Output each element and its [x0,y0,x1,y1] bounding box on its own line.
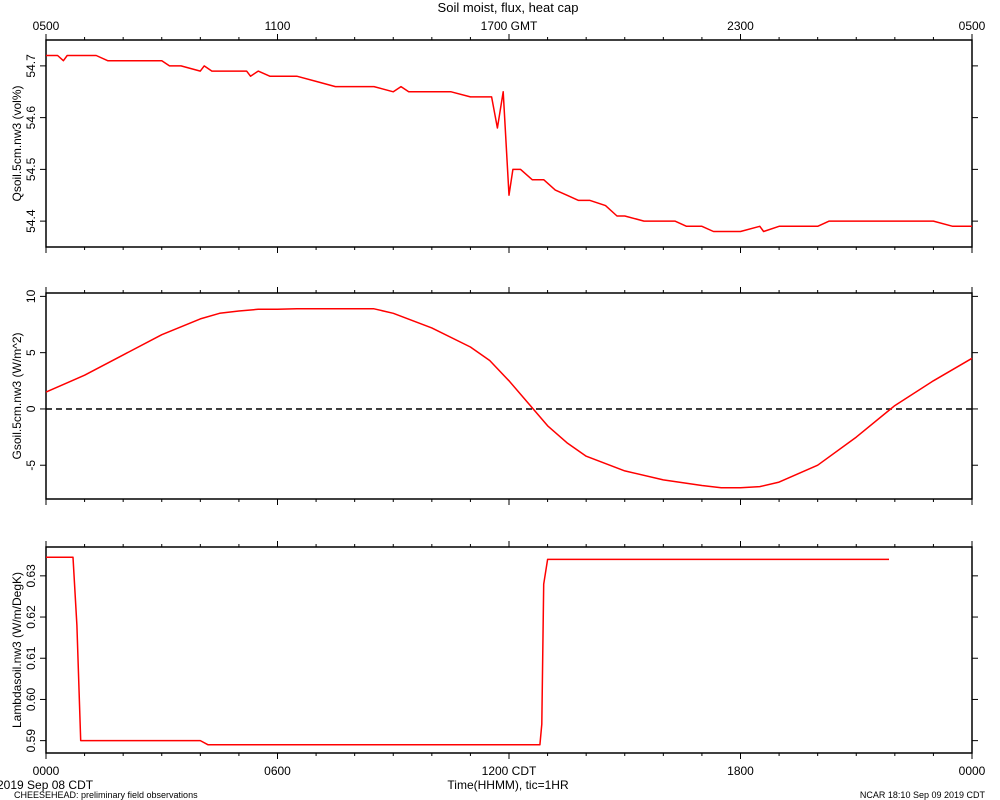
series-line [46,54,972,233]
footer-left-text: CHEESEHEAD: preliminary field observatio… [14,790,198,800]
y-tick-label: 54.6 [24,106,38,130]
y-tick-label: 0.62 [24,605,38,629]
panel-frame [45,292,973,500]
x-top-tick-label: 2300 [727,19,754,33]
y-tick-label: 5 [24,349,38,356]
series-line [46,556,889,746]
start-date-label: 2019 Sep 08 CDT [0,778,94,792]
y-tick-label: 0.59 [24,729,38,753]
x-bottom-tick-label: 1800 [727,764,754,778]
footer-right-text: NCAR 18:10 Sep 09 2019 CDT [860,790,986,800]
y-tick-label: 0.63 [24,564,38,588]
bottom-axis-label: Time(HHMM), tic=1HR [447,778,569,792]
top-title: Soil moist, flux, heat cap [438,0,579,15]
x-bottom-tick-label: 0000 [959,764,986,778]
panel-2: -5 0 5 10 Gsoil.5cm.nw3 (W/m^2) [10,287,978,505]
y-tick-label: 54.7 [24,54,38,78]
x-bottom-tick-label: 1200 CDT [482,764,537,778]
y-tick-label: 54.4 [24,209,38,233]
y-axis-title: Gsoil.5cm.nw3 (W/m^2) [10,333,24,460]
y-axis-title: Qsoil.5cm.nw3 (vol%) [10,85,24,201]
series-line [45,308,973,489]
x-top-tick-label: 0500 [33,19,60,33]
y-tick-label: 54.5 [24,157,38,181]
panel-frame [45,39,973,248]
x-top-tick-label: 1700 GMT [481,19,538,33]
x-bottom-tick-label: 0000 [33,764,60,778]
y-axis-title: Lambdasoil.nw3 (W/m/DegK) [10,572,24,728]
panel-frame [45,546,973,754]
x-top-tick-label: 0500 [959,19,986,33]
y-tick-label: 0.61 [24,646,38,670]
y-tick-label: 0 [24,405,38,412]
x-top-tick-label: 1100 [265,19,291,33]
y-tick-label: 10 [24,289,38,303]
y-tick-label: -5 [24,460,38,471]
x-bottom-tick-label: 0600 [264,764,291,778]
y-tick-label: 0.60 [24,687,38,711]
